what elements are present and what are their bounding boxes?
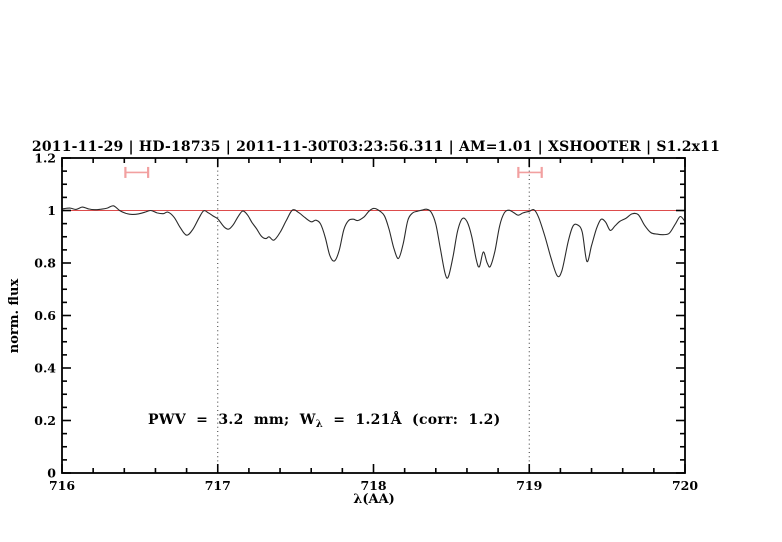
x-axis-label: λ(AA) <box>353 492 395 507</box>
pwv-annotation-text2: = 1.21Å (corr: 1.2) <box>323 410 501 428</box>
x-tick-labels: 716 717 718 719 720 <box>49 478 698 493</box>
y-tick-label: 0.6 <box>34 308 56 323</box>
plot-title: 2011-11-29 | HD-18735 | 2011-11-30T03:23… <box>32 139 720 155</box>
band-markers <box>124 166 543 178</box>
lambda-subscript: λ <box>316 419 323 430</box>
y-tick-label: 0.4 <box>34 361 56 376</box>
axis-ticks <box>61 157 686 474</box>
x-tick-label: 720 <box>672 478 698 493</box>
y-tick-labels: 0 0.2 0.4 0.6 0.8 1 1.2 <box>34 151 56 481</box>
y-tick-label: 1.2 <box>34 151 56 166</box>
y-axis-label: norm. flux <box>7 279 22 354</box>
x-tick-label: 719 <box>516 478 542 493</box>
y-tick-label: 0.8 <box>34 256 56 271</box>
plot-dynamic-layer <box>61 158 686 473</box>
x-tick-label: 718 <box>360 478 386 493</box>
pwv-annotation: PWV = 3.2 mm; Wλ = 1.21Å (corr: 1.2) <box>148 410 501 430</box>
spectrum-line <box>61 205 686 279</box>
y-tick-label: 0.2 <box>34 413 56 428</box>
x-tick-label: 716 <box>49 478 75 493</box>
x-tick-label: 717 <box>205 478 231 493</box>
y-tick-label: 1 <box>47 203 56 218</box>
pwv-annotation-text: PWV = 3.2 mm; W <box>148 412 316 428</box>
y-tick-label: 0 <box>47 466 56 481</box>
plot-frame: 716 717 718 719 720 0 0.2 0.4 0.6 0.8 1 1.2 <box>34 151 698 494</box>
